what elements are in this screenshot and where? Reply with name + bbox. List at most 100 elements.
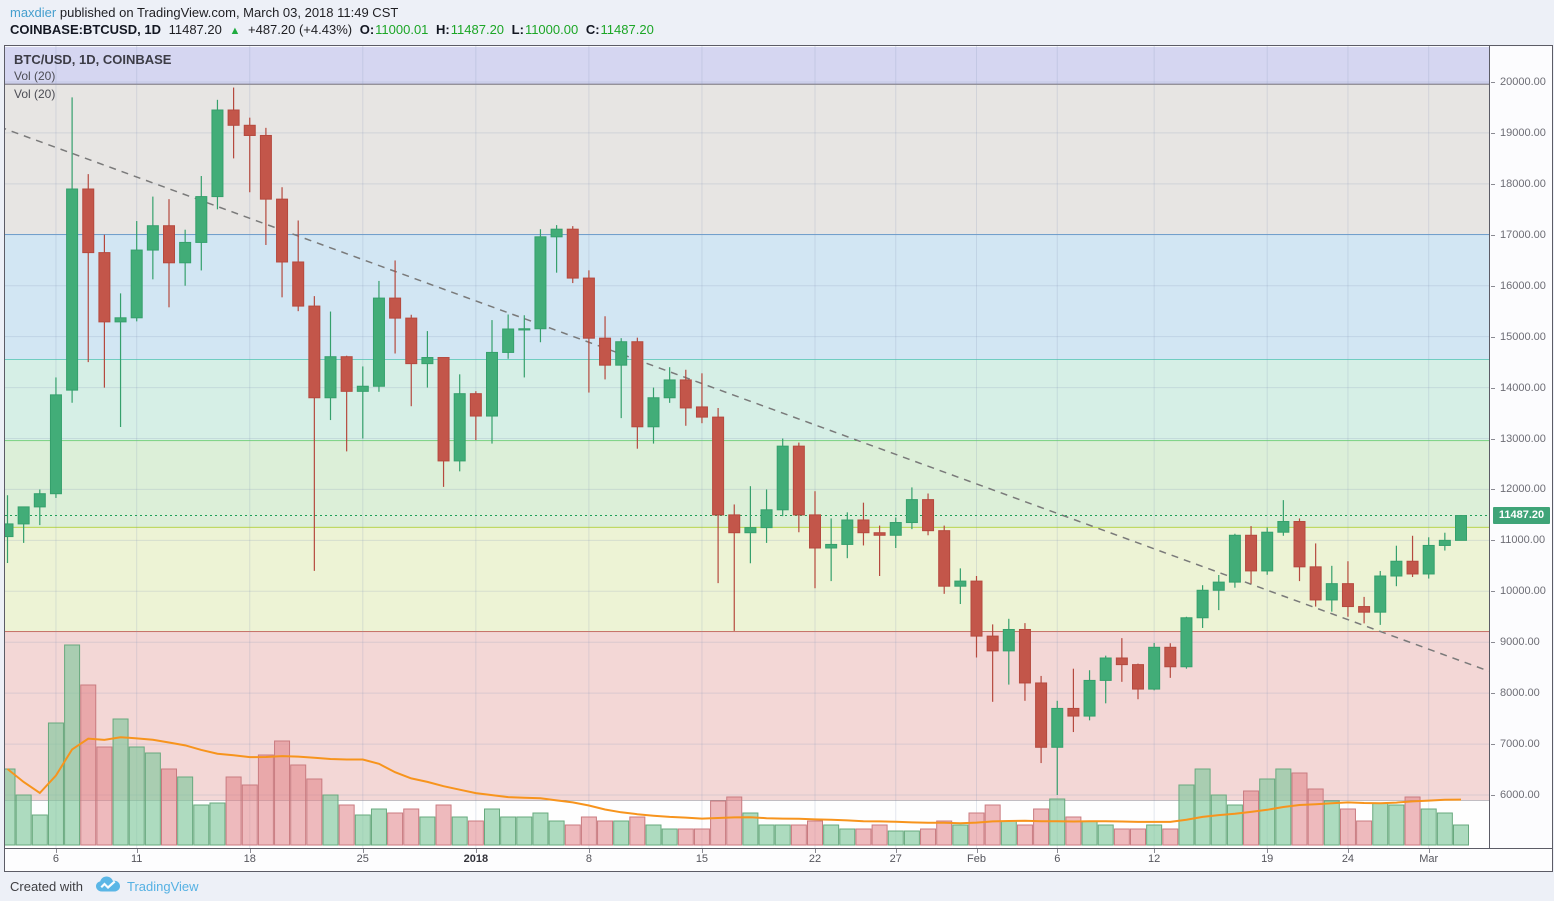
volume-bar[interactable] bbox=[952, 824, 969, 846]
volume-bar[interactable] bbox=[726, 796, 743, 846]
volume-bar[interactable] bbox=[693, 828, 710, 846]
candle[interactable] bbox=[905, 499, 918, 524]
candle[interactable] bbox=[518, 328, 531, 331]
volume-bar[interactable] bbox=[1065, 816, 1082, 846]
volume-bar[interactable] bbox=[338, 804, 355, 846]
volume-bar[interactable] bbox=[322, 794, 339, 846]
volume-bar[interactable] bbox=[1178, 784, 1195, 846]
candle[interactable] bbox=[292, 261, 305, 307]
candle[interactable] bbox=[227, 109, 240, 126]
volume-bar[interactable] bbox=[354, 814, 371, 846]
volume-bar[interactable] bbox=[1453, 824, 1469, 846]
volume-bar[interactable] bbox=[645, 824, 662, 846]
volume-bar[interactable] bbox=[193, 804, 210, 846]
candle[interactable] bbox=[146, 225, 159, 251]
volume-bar[interactable] bbox=[1130, 828, 1146, 846]
volume-bar[interactable] bbox=[387, 812, 404, 846]
candle[interactable] bbox=[938, 530, 951, 587]
volume-bar[interactable] bbox=[1323, 800, 1340, 846]
volume-bar[interactable] bbox=[1339, 808, 1356, 846]
volume-bar[interactable] bbox=[1404, 796, 1421, 846]
volume-bar[interactable] bbox=[80, 684, 97, 846]
time-axis[interactable]: 6 11 18 25 2018 8 15 22 27 Feb 6 12 19 24 Mar bbox=[5, 848, 1552, 871]
volume-bar[interactable] bbox=[128, 746, 145, 846]
volume-bar[interactable] bbox=[47, 722, 64, 846]
candle[interactable] bbox=[259, 134, 272, 200]
volume-bar[interactable] bbox=[758, 824, 775, 846]
candle[interactable] bbox=[1277, 521, 1290, 533]
volume-bar[interactable] bbox=[1016, 824, 1033, 846]
candle[interactable] bbox=[792, 445, 805, 516]
candle[interactable] bbox=[211, 109, 224, 198]
volume-bar[interactable] bbox=[532, 812, 549, 846]
candle[interactable] bbox=[308, 305, 321, 399]
candle[interactable] bbox=[405, 317, 418, 365]
tradingview-cloud-logo-icon[interactable] bbox=[95, 876, 121, 897]
volume-bar[interactable] bbox=[629, 816, 646, 846]
candle[interactable] bbox=[1228, 534, 1241, 583]
candle[interactable] bbox=[66, 188, 79, 391]
candle[interactable] bbox=[776, 445, 789, 511]
volume-bar[interactable] bbox=[257, 754, 274, 846]
volume-bar[interactable] bbox=[855, 828, 872, 846]
volume-bar[interactable] bbox=[613, 820, 630, 846]
candle[interactable] bbox=[663, 379, 676, 399]
candle[interactable] bbox=[809, 514, 821, 549]
volume-bar[interactable] bbox=[1146, 824, 1163, 846]
candle[interactable] bbox=[276, 198, 289, 263]
price-axis[interactable]: 20000.00 19000.00 18000.00 17000.00 16000.00… bbox=[1489, 46, 1552, 848]
volume-bar[interactable] bbox=[1194, 768, 1211, 846]
volume-bar[interactable] bbox=[580, 816, 597, 846]
volume-bar[interactable] bbox=[774, 824, 791, 846]
candle[interactable] bbox=[1245, 534, 1258, 572]
candle[interactable] bbox=[922, 499, 935, 532]
candle[interactable] bbox=[389, 297, 402, 319]
volume-bar[interactable] bbox=[500, 816, 517, 846]
candle[interactable] bbox=[437, 357, 450, 462]
candle[interactable] bbox=[17, 506, 30, 525]
candle[interactable] bbox=[486, 351, 498, 417]
candle[interactable] bbox=[469, 393, 482, 417]
candle[interactable] bbox=[712, 416, 725, 516]
candle[interactable] bbox=[744, 527, 757, 534]
volume-bar[interactable] bbox=[903, 830, 920, 846]
candle[interactable] bbox=[1341, 583, 1354, 608]
candle[interactable] bbox=[1051, 707, 1064, 748]
volume-bar[interactable] bbox=[661, 828, 678, 846]
volume-bar[interactable] bbox=[1291, 772, 1308, 846]
volume-bar[interactable] bbox=[710, 800, 727, 846]
volume-bar[interactable] bbox=[677, 828, 694, 846]
candle[interactable] bbox=[550, 228, 563, 238]
candle[interactable] bbox=[1406, 560, 1419, 575]
volume-bar[interactable] bbox=[742, 812, 759, 846]
candle[interactable] bbox=[599, 337, 612, 366]
candle[interactable] bbox=[1132, 664, 1144, 690]
indicator-label-vol20-2[interactable]: Vol (20) bbox=[14, 87, 56, 101]
candle[interactable] bbox=[502, 328, 515, 353]
chart-title[interactable]: BTC/USD, 1D, COINBASE bbox=[14, 52, 172, 67]
candle[interactable] bbox=[1115, 657, 1128, 666]
candle[interactable] bbox=[1180, 617, 1193, 668]
volume-bar[interactable] bbox=[225, 776, 242, 846]
candle[interactable] bbox=[163, 225, 175, 264]
volume-bar[interactable] bbox=[5, 768, 16, 846]
volume-bar[interactable] bbox=[161, 768, 177, 846]
volume-bar[interactable] bbox=[1113, 828, 1130, 846]
candle[interactable] bbox=[1035, 682, 1048, 748]
candle[interactable] bbox=[5, 523, 14, 538]
volume-bar[interactable] bbox=[807, 820, 823, 846]
candle[interactable] bbox=[49, 394, 62, 495]
volume-bar[interactable] bbox=[451, 816, 468, 846]
candle[interactable] bbox=[841, 519, 854, 545]
volume-bar[interactable] bbox=[516, 816, 533, 846]
candle[interactable] bbox=[1309, 566, 1322, 601]
candle[interactable] bbox=[954, 580, 967, 587]
candle[interactable] bbox=[857, 519, 870, 534]
candle[interactable] bbox=[1261, 531, 1274, 572]
candle[interactable] bbox=[695, 406, 708, 418]
candle[interactable] bbox=[98, 252, 111, 323]
volume-bar[interactable] bbox=[15, 794, 32, 846]
volume-bar[interactable] bbox=[1243, 790, 1260, 846]
candle[interactable] bbox=[1148, 646, 1161, 690]
candle[interactable] bbox=[372, 297, 385, 387]
